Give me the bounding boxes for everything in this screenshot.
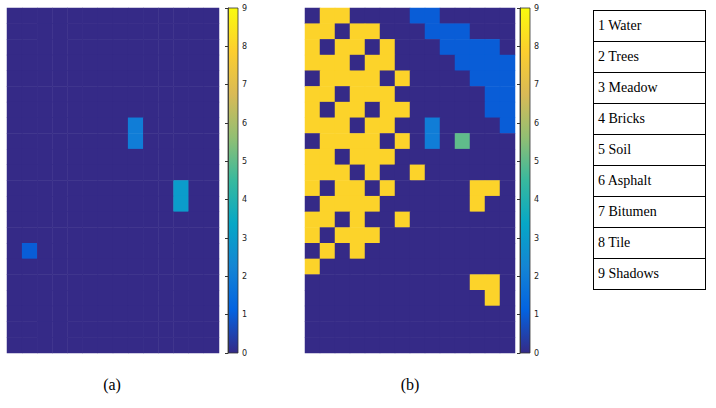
svg-text:4: 4 [534, 195, 539, 204]
html-text:2 Trees: 2 Trees [598, 49, 639, 64]
svg-text:(b): (b) [401, 376, 420, 394]
svg-text:3: 3 [534, 234, 539, 243]
svg-text:5: 5 [242, 157, 247, 166]
html-text:1 Water: 1 Water [598, 18, 642, 33]
html-text:3 Meadow: 3 Meadow [598, 80, 658, 95]
svg-text:2: 2 [242, 272, 247, 281]
svg-text:6: 6 [534, 119, 539, 128]
svg-text:1: 1 [242, 310, 247, 319]
svg-text:4: 4 [242, 195, 247, 204]
html-text:5 Soil: 5 Soil [598, 142, 632, 157]
svg-text:7: 7 [534, 80, 539, 89]
svg-text:3: 3 [242, 234, 247, 243]
html-text:6 Asphalt: 6 Asphalt [598, 173, 652, 188]
svg-text:2: 2 [534, 272, 539, 281]
svg-text:1: 1 [534, 310, 539, 319]
html-text:8 Tile: 8 Tile [598, 235, 631, 250]
svg-text:(a): (a) [103, 376, 121, 394]
svg-text:7: 7 [242, 80, 247, 89]
svg-text:8: 8 [242, 42, 247, 51]
html-text:9 Shadows: 9 Shadows [598, 266, 660, 281]
svg-text:9: 9 [242, 4, 247, 13]
svg-text:0: 0 [534, 349, 539, 358]
svg-text:9: 9 [534, 4, 539, 13]
svg-text:6: 6 [242, 119, 247, 128]
svg-text:8: 8 [534, 42, 539, 51]
html-text:7 Bitumen: 7 Bitumen [598, 204, 657, 219]
svg-text:0: 0 [242, 349, 247, 358]
svg-text:5: 5 [534, 157, 539, 166]
html-text:4 Bricks: 4 Bricks [598, 111, 646, 126]
